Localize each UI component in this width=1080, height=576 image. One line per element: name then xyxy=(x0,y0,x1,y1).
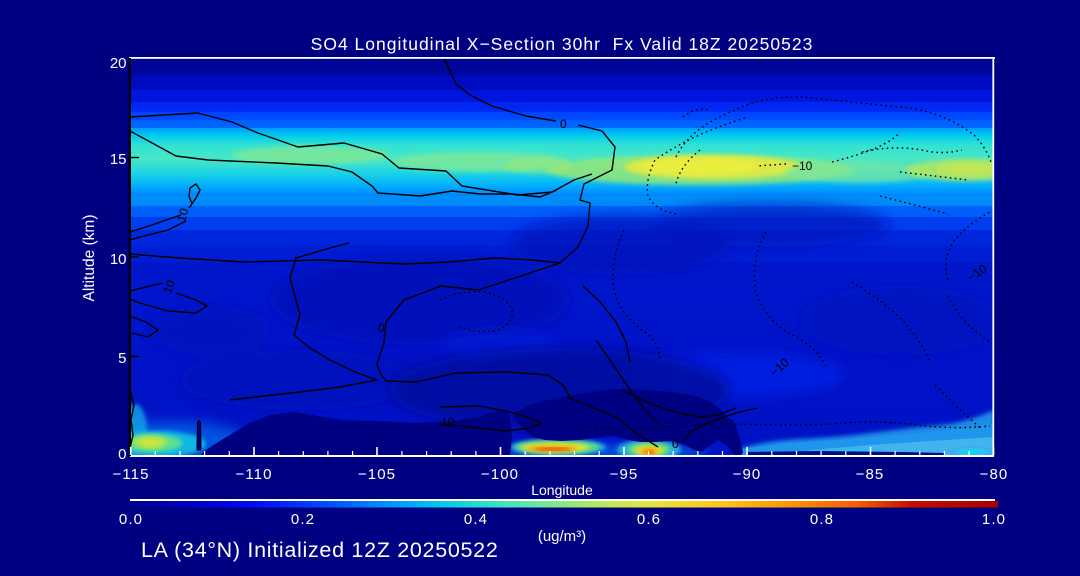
svg-text:15: 15 xyxy=(110,151,127,168)
svg-text:−85: −85 xyxy=(856,466,885,483)
svg-text:−100: −100 xyxy=(481,466,519,483)
svg-text:0.2: 0.2 xyxy=(291,511,315,528)
svg-text:0.4: 0.4 xyxy=(464,511,488,528)
svg-text:0: 0 xyxy=(672,437,679,451)
svg-text:20: 20 xyxy=(110,55,127,72)
svg-text:LA (34°N) Initialized 12Z 2025: LA (34°N) Initialized 12Z 20250522 xyxy=(141,538,499,562)
svg-text:Altitude (km): Altitude (km) xyxy=(81,215,98,302)
svg-text:SO4 Longitudinal X−Section 30h: SO4 Longitudinal X−Section 30hr Fx Valid… xyxy=(311,34,814,54)
svg-text:Longitude: Longitude xyxy=(531,482,593,498)
svg-text:−80: −80 xyxy=(980,466,1009,483)
svg-text:−10: −10 xyxy=(792,159,813,173)
svg-text:0: 0 xyxy=(560,117,567,131)
svg-text:1.0: 1.0 xyxy=(982,511,1006,528)
svg-text:0.6: 0.6 xyxy=(637,511,661,528)
svg-text:−110: −110 xyxy=(235,466,272,483)
svg-text:(ug/m³): (ug/m³) xyxy=(538,528,586,545)
svg-text:5: 5 xyxy=(118,350,126,367)
svg-text:−90: −90 xyxy=(733,466,762,483)
svg-text:0: 0 xyxy=(118,446,126,463)
svg-text:−95: −95 xyxy=(610,466,639,483)
svg-text:0.8: 0.8 xyxy=(810,511,834,528)
svg-text:0.0: 0.0 xyxy=(119,511,143,528)
svg-text:10: 10 xyxy=(441,415,455,429)
svg-text:10: 10 xyxy=(174,206,191,223)
svg-text:10: 10 xyxy=(160,278,178,296)
svg-text:0: 0 xyxy=(378,321,385,335)
svg-text:−115: −115 xyxy=(112,466,149,483)
svg-text:−105: −105 xyxy=(358,466,396,483)
svg-text:10: 10 xyxy=(110,251,127,268)
